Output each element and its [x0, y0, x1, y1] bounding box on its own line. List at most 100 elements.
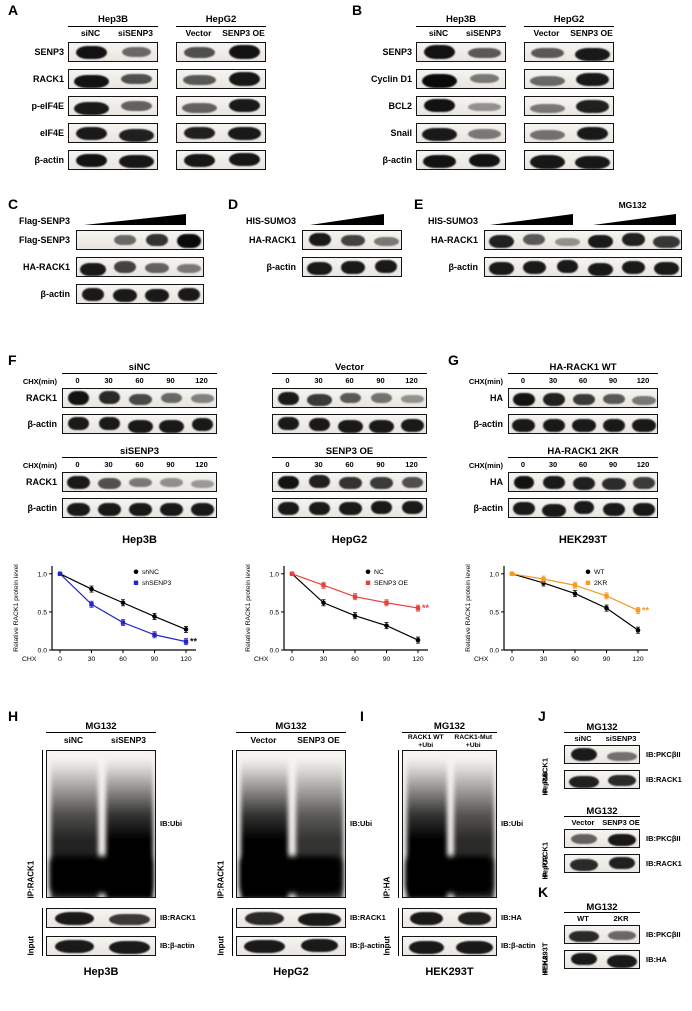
- chx-blot: [62, 388, 217, 408]
- input-blot: [402, 936, 497, 956]
- input-label: Input: [26, 935, 36, 955]
- wedge-label: HIS-SUMO3: [245, 216, 296, 226]
- blot-band: [607, 752, 637, 762]
- blot-band: [81, 287, 105, 301]
- blot-band: [543, 476, 565, 490]
- blot-band: [554, 237, 581, 247]
- input-blot: [236, 908, 346, 928]
- blot-band: [654, 261, 679, 275]
- svg-text:CHX: CHX: [22, 656, 37, 663]
- time-label: 0: [520, 460, 526, 469]
- gel-blot: [68, 42, 158, 62]
- input-blot: [46, 908, 156, 928]
- svg-text:CHX: CHX: [254, 656, 269, 663]
- ip-smear-blot: [46, 750, 156, 898]
- svg-text:0: 0: [58, 656, 62, 663]
- ib-label: IB:RACK1: [350, 913, 386, 922]
- blot-band: [608, 930, 636, 941]
- blot-band: [588, 234, 613, 248]
- bracket-line: [232, 908, 233, 956]
- blot-band: [121, 46, 152, 57]
- ip-side-label: HepG2 IP: RACK1: [540, 841, 550, 879]
- blot-band: [602, 478, 626, 491]
- treatment-title: Vector: [272, 362, 427, 374]
- blot-band: [556, 260, 579, 273]
- lane-label: siSENP3: [466, 28, 501, 38]
- blot-band: [572, 419, 596, 433]
- time-label: 120: [405, 460, 418, 469]
- blot-band: [119, 155, 154, 169]
- cell-line-label: HEK293T: [558, 534, 608, 546]
- gradient-wedge: [490, 214, 573, 225]
- ib-label: IB:β-actin: [501, 941, 536, 950]
- lane-label: +Ubi: [418, 742, 434, 749]
- time-label: 90: [166, 376, 175, 385]
- smear-base: [405, 856, 494, 895]
- time-label: 0: [75, 460, 80, 469]
- coip-blot: [564, 925, 640, 944]
- svg-text:shSENP3: shSENP3: [142, 580, 172, 587]
- time-label: 0: [75, 376, 80, 385]
- blot-band: [184, 126, 215, 140]
- blot-band: [308, 233, 331, 247]
- blot-band: [129, 478, 152, 488]
- svg-text:shNC: shNC: [142, 569, 159, 576]
- blot-band: [371, 501, 392, 515]
- blot-band: [118, 129, 155, 142]
- blot-band: [632, 395, 656, 406]
- svg-text:0.0: 0.0: [490, 648, 500, 655]
- titration-blot: [76, 257, 204, 277]
- chx-blot: [62, 498, 217, 518]
- gel-blot: [416, 150, 506, 170]
- time-label: 0: [520, 376, 526, 385]
- blot-band: [145, 263, 169, 274]
- gradient-wedge: [84, 214, 186, 225]
- svg-text:NC: NC: [374, 569, 384, 576]
- coip-blot: [564, 950, 640, 969]
- blot-row-label: β-actin: [40, 289, 71, 299]
- ip-side-label: HEK293T IP:HA: [540, 942, 550, 975]
- ib-label: IB:PKCβII: [646, 834, 681, 843]
- blot-band: [513, 475, 535, 489]
- svg-text:Relative RACK1 protein level: Relative RACK1 protein level: [245, 564, 252, 652]
- titration-blot: [302, 230, 402, 250]
- blot-band: [542, 393, 566, 406]
- blot-band: [369, 419, 394, 433]
- blot-band: [513, 501, 535, 515]
- blot-band: [339, 392, 362, 404]
- mg132-title: MG132: [46, 721, 156, 733]
- blot-row-label: HA: [490, 393, 503, 403]
- blot-row-label: β-actin: [266, 262, 297, 272]
- blot-row-label: p-eIF4E: [31, 101, 64, 111]
- blot-band: [80, 262, 106, 276]
- chx-blot: [272, 472, 427, 492]
- blot-band: [191, 394, 214, 404]
- blot-band: [602, 418, 626, 432]
- blot-band: [607, 833, 637, 846]
- time-label: 30: [104, 460, 113, 469]
- treatment-title: siNC: [62, 362, 217, 374]
- blot-row-label: β-actin: [27, 503, 58, 513]
- svg-text:0.5: 0.5: [38, 609, 48, 616]
- mg132-title: MG132: [236, 721, 346, 733]
- time-label: 0: [285, 460, 290, 469]
- svg-text:0.5: 0.5: [270, 609, 280, 616]
- time-label: 30: [314, 376, 323, 385]
- blot-band: [633, 502, 655, 516]
- gradient-wedge: [310, 214, 384, 225]
- blot-band: [653, 236, 680, 249]
- blot-band: [178, 287, 200, 301]
- blot-band: [114, 234, 136, 245]
- blot-band: [99, 391, 120, 404]
- blot-band: [75, 45, 108, 60]
- blot-band: [145, 288, 169, 302]
- blot-band: [108, 940, 151, 954]
- gel-blot: [524, 150, 614, 170]
- blot-band: [400, 419, 425, 433]
- cell-line-label: HepG2: [273, 966, 309, 978]
- svg-text:30: 30: [540, 656, 548, 663]
- blot-row-label: β-actin: [34, 155, 65, 165]
- time-label: 90: [166, 460, 175, 469]
- blot-band: [73, 101, 110, 115]
- gel-blot: [176, 150, 266, 170]
